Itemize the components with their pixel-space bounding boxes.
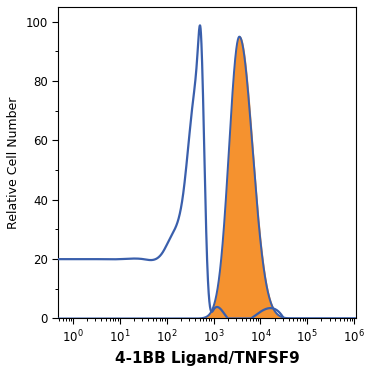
X-axis label: 4-1BB Ligand/TNFSF9: 4-1BB Ligand/TNFSF9 — [115, 351, 300, 366]
Y-axis label: Relative Cell Number: Relative Cell Number — [7, 97, 20, 229]
